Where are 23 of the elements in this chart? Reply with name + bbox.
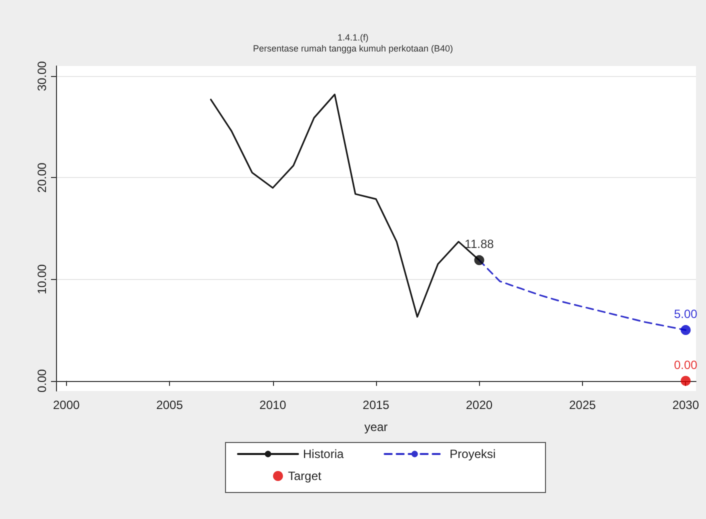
- y-tick-label: 30.00: [35, 60, 49, 92]
- x-tick-label: 2010: [259, 398, 286, 412]
- x-tick-label: 2015: [362, 398, 390, 412]
- legend-label: Target: [288, 469, 322, 483]
- data-label: 5.00: [674, 307, 698, 322]
- x-tick-label: 2005: [156, 398, 184, 412]
- data-label: 11.88: [464, 237, 494, 252]
- y-tick-label: 10.00: [35, 264, 49, 294]
- point: [680, 376, 691, 386]
- x-tick-label: 2030: [672, 398, 700, 412]
- legend-label: Proyeksi: [450, 447, 496, 461]
- chart-subtitle: Persentase rumah tangga kumuh perkotaan (B40): [252, 44, 454, 54]
- y-tick-label: 0.00: [35, 368, 49, 393]
- point: [680, 325, 691, 336]
- data-label: 0.00: [674, 358, 698, 372]
- y-tick-label: 20.00: [35, 162, 49, 193]
- x-axis-title: year: [364, 420, 388, 434]
- point: [474, 255, 484, 266]
- legend-label: Historia: [303, 447, 344, 461]
- chart-title: 1.4.1.(f): [337, 32, 369, 42]
- x-tick-label: 2020: [466, 398, 493, 412]
- x-tick-label: 2025: [569, 398, 596, 412]
- x-tick-label: 2000: [52, 398, 80, 412]
